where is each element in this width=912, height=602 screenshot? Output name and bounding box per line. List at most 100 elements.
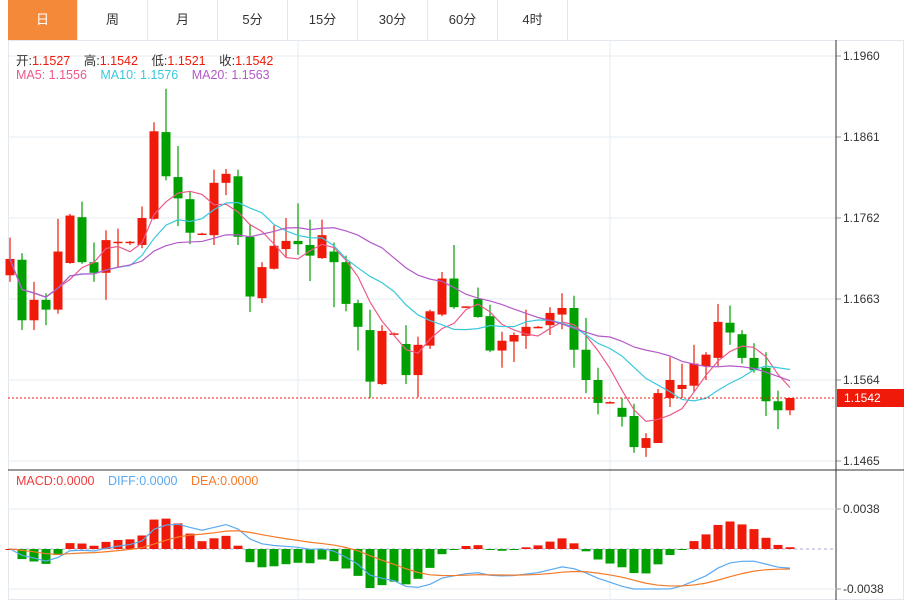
macd-value: 0.0000	[56, 474, 95, 488]
macd-bar	[665, 549, 675, 556]
candle-body	[125, 241, 135, 244]
candle	[341, 255, 351, 312]
diff-label: DIFF:	[108, 474, 140, 488]
candle-body	[77, 217, 87, 263]
ma20-line	[9, 227, 791, 382]
candle-body	[137, 218, 147, 245]
candle	[521, 309, 531, 349]
candle-body	[653, 393, 663, 443]
candle-body	[173, 177, 183, 199]
open-readout: 开:1.1527	[16, 54, 70, 68]
candle	[113, 228, 123, 268]
macd-bar	[317, 549, 327, 560]
candle-body	[689, 363, 699, 386]
candle	[425, 309, 435, 349]
macd-bar	[617, 549, 627, 568]
candle	[641, 433, 651, 457]
candle-body	[725, 322, 735, 333]
macd-bar	[509, 549, 519, 550]
macd-bar	[77, 543, 87, 549]
candle	[185, 191, 195, 245]
candle-body	[605, 402, 615, 404]
candle	[473, 287, 483, 318]
macd-bar	[41, 549, 51, 564]
macd-bar	[353, 549, 363, 576]
candle-body	[437, 278, 447, 315]
tab-15min[interactable]: 15分	[288, 0, 358, 40]
macd-bar	[329, 549, 339, 562]
candle-body	[701, 354, 711, 367]
macd-bar	[293, 549, 303, 563]
tab-4hour[interactable]: 4时	[498, 0, 568, 40]
tab-month[interactable]: 月	[148, 0, 218, 40]
candle-body	[89, 262, 99, 273]
candle	[77, 201, 87, 264]
tab-5min[interactable]: 5分	[218, 0, 288, 40]
tab-week[interactable]: 周	[78, 0, 148, 40]
ohlc-legend: 开:1.1527 高:1.1542 低:1.1521 收:1.1542	[16, 50, 283, 69]
macd-bar	[773, 544, 783, 549]
macd-bar	[725, 521, 735, 549]
candle-body	[245, 236, 255, 297]
macd-bar	[89, 545, 99, 549]
candle-body	[473, 299, 483, 317]
candle	[437, 272, 447, 317]
tab-60min[interactable]: 60分	[428, 0, 498, 40]
ma-legend: MA5: 1.1556 MA10: 1.1576 MA20: 1.1563	[16, 68, 280, 82]
candle	[173, 146, 183, 227]
high-label: 高:	[83, 54, 100, 68]
candle-body	[233, 176, 243, 237]
candle-body	[53, 251, 63, 310]
ma5-value: 1.1556	[48, 68, 87, 82]
candle-body	[101, 240, 111, 273]
candle-body	[65, 215, 75, 263]
macd-bar	[545, 541, 555, 549]
low-value: 1.1521	[167, 54, 206, 68]
candle	[785, 398, 795, 416]
candle	[281, 218, 291, 259]
macd-bar	[557, 538, 567, 549]
candle	[449, 245, 459, 309]
macd-bar	[677, 549, 687, 550]
candle	[569, 295, 579, 368]
macd-bar	[245, 549, 255, 563]
candle-body	[497, 340, 507, 351]
candle-body	[197, 233, 207, 236]
open-label: 开:	[16, 54, 32, 68]
candle	[17, 253, 27, 331]
tab-day[interactable]: 日	[8, 0, 78, 40]
candle	[605, 401, 615, 404]
y-tick-label: 1.1663	[843, 292, 880, 306]
period-tabs: 日 周 月 5分 15分 30分 60分 4时	[8, 0, 904, 41]
macd-readout: MACD:0.0000	[16, 474, 95, 488]
candle	[413, 336, 423, 398]
ma20-value: 1.1563	[231, 68, 270, 82]
macd-bar	[197, 541, 207, 549]
candle	[197, 232, 207, 236]
candle-body	[353, 303, 363, 327]
macd-bar	[641, 549, 651, 574]
high-value: 1.1542	[99, 54, 138, 68]
candle	[677, 363, 687, 398]
candle	[245, 223, 255, 313]
candle	[257, 262, 267, 304]
macd-bar	[425, 549, 435, 568]
candle-body	[377, 330, 387, 385]
diff-line	[9, 523, 791, 590]
macd-bar	[281, 549, 291, 565]
macd-bar	[185, 533, 195, 549]
candle	[53, 218, 63, 314]
candle-body	[581, 349, 591, 380]
macd-bar	[761, 537, 771, 549]
candle	[629, 403, 639, 453]
ma5-line	[9, 190, 791, 423]
candle-body	[665, 380, 675, 398]
tab-30min[interactable]: 30分	[358, 0, 428, 40]
candle	[233, 169, 243, 245]
candle-body	[29, 299, 39, 321]
candle-body	[317, 235, 327, 259]
low-readout: 低:1.1521	[151, 54, 205, 68]
candle-body	[425, 311, 435, 346]
candle	[101, 230, 111, 300]
